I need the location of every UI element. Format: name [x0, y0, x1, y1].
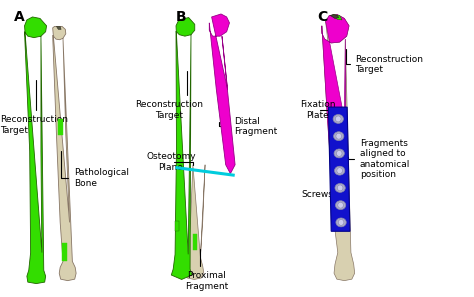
Polygon shape	[328, 107, 350, 231]
Ellipse shape	[337, 185, 343, 191]
Polygon shape	[58, 119, 64, 135]
Polygon shape	[53, 26, 76, 281]
Ellipse shape	[338, 219, 344, 225]
Polygon shape	[62, 243, 67, 261]
Polygon shape	[175, 221, 179, 231]
Text: Reconstruction
Target: Reconstruction Target	[0, 80, 68, 135]
Ellipse shape	[334, 132, 344, 140]
Polygon shape	[210, 14, 235, 174]
Text: C: C	[318, 10, 328, 23]
Polygon shape	[333, 15, 342, 20]
Ellipse shape	[337, 168, 343, 174]
Ellipse shape	[336, 133, 342, 139]
Polygon shape	[322, 15, 349, 181]
Ellipse shape	[336, 218, 346, 227]
Text: Osteotomy
Plane: Osteotomy Plane	[146, 152, 196, 171]
Ellipse shape	[334, 149, 344, 158]
Text: Fragments
aligned to
anatomical
position: Fragments aligned to anatomical position	[347, 139, 410, 179]
Ellipse shape	[333, 115, 343, 123]
Polygon shape	[25, 17, 46, 284]
Text: Screws: Screws	[301, 175, 335, 199]
Ellipse shape	[335, 166, 345, 175]
Text: Reconstruction
Target: Reconstruction Target	[136, 72, 203, 120]
Ellipse shape	[337, 151, 342, 157]
Text: Reconstruction
Target: Reconstruction Target	[346, 49, 423, 74]
Text: A: A	[14, 10, 25, 23]
Polygon shape	[322, 15, 355, 281]
Polygon shape	[330, 15, 339, 18]
Text: Distal
Fragment: Distal Fragment	[219, 117, 277, 136]
Ellipse shape	[338, 202, 343, 208]
Polygon shape	[56, 26, 61, 29]
Ellipse shape	[336, 116, 341, 122]
Text: Pathological
Bone: Pathological Bone	[61, 151, 129, 188]
Polygon shape	[193, 234, 197, 250]
Text: B: B	[175, 10, 186, 23]
Polygon shape	[171, 18, 195, 279]
Text: Fixation
Plate: Fixation Plate	[300, 100, 336, 120]
Ellipse shape	[336, 201, 346, 210]
Polygon shape	[185, 165, 205, 279]
Ellipse shape	[335, 184, 345, 192]
Text: Proximal
Fragment: Proximal Fragment	[185, 249, 228, 290]
